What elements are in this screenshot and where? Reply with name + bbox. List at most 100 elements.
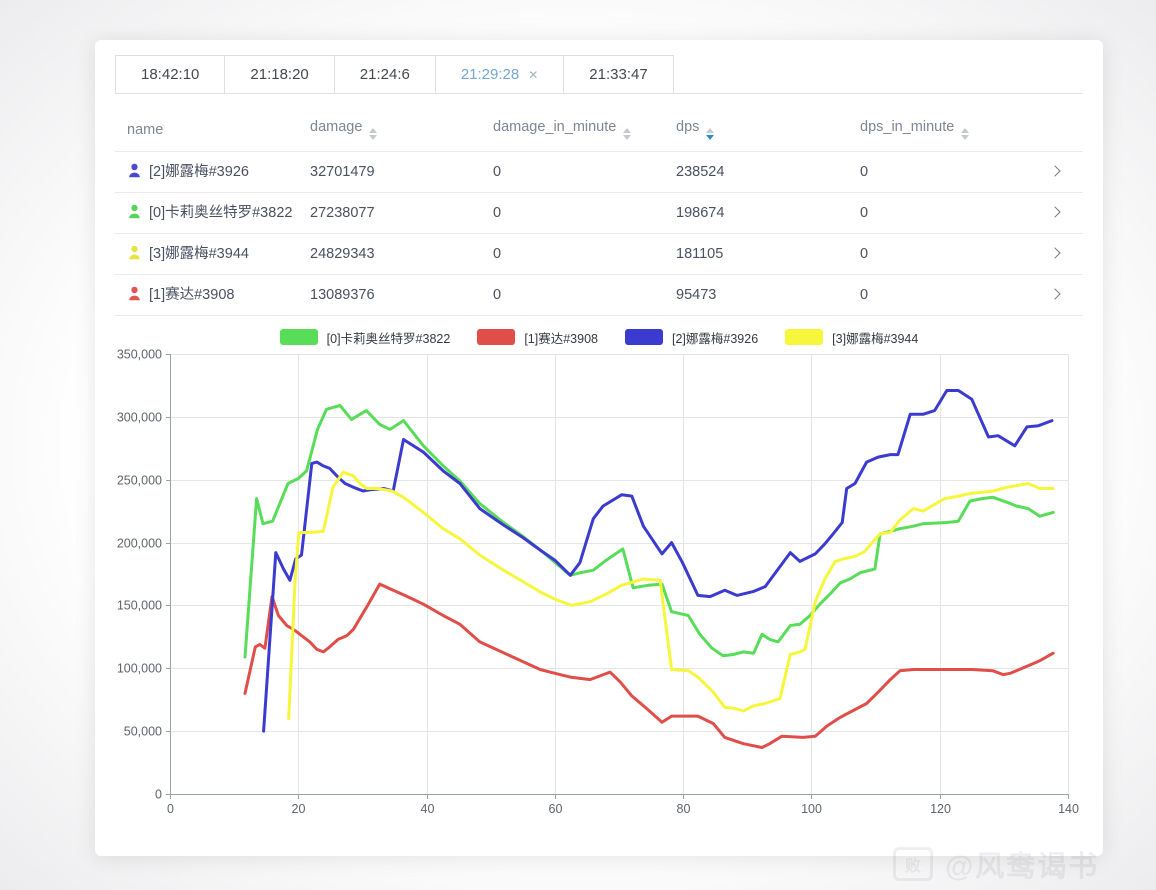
- damage-value: 24829343: [298, 233, 481, 275]
- table-row[interactable]: [3]娜露梅#3944 24829343 0 181105 0: [115, 233, 1083, 275]
- tab-label: 18:42:10: [141, 66, 200, 83]
- player-name-cell: [0]卡莉奥丝特罗#3822: [115, 192, 298, 234]
- tab-18-42-10[interactable]: 18:42:10: [115, 55, 226, 93]
- x-tick-label: 0: [167, 802, 174, 816]
- player-name-cell: [1]赛达#3908: [115, 274, 298, 316]
- x-tick-label: 40: [421, 802, 435, 816]
- legend-label: [1]赛达#3908: [524, 331, 598, 346]
- sort-asc-caret[interactable]: [623, 128, 632, 133]
- table-header-row: name damage damage_in_minute dps dps_in_minu…: [115, 108, 1083, 152]
- legend-item[interactable]: [0]卡莉奥丝特罗#3822: [279, 328, 451, 347]
- tab-21-24-6[interactable]: 21:24:6: [333, 55, 436, 93]
- sort-asc-caret[interactable]: [961, 128, 970, 133]
- legend-label: [2]娜露梅#3926: [672, 331, 759, 346]
- sort-icon[interactable]: [369, 128, 378, 140]
- sort-desc-caret[interactable]: [706, 135, 715, 140]
- series-line-1: [243, 582, 1055, 749]
- sort-icon[interactable]: [961, 128, 970, 140]
- tab-21-29-28[interactable]: 21:29:28 ✕: [434, 55, 565, 93]
- player-icon: [127, 204, 142, 219]
- legend-item[interactable]: [2]娜露梅#3926: [625, 328, 758, 347]
- column-header-dps[interactable]: dps: [664, 108, 848, 152]
- damage-value: 13089376: [298, 274, 481, 316]
- tab-21-33-47[interactable]: 21:33:47: [563, 55, 674, 93]
- sort-icon[interactable]: [623, 128, 632, 140]
- dps_in_minute-value: 0: [848, 233, 1028, 275]
- series-line-0: [243, 404, 1055, 659]
- series-line-3: [287, 470, 1055, 721]
- player-name: [0]卡莉奥丝特罗#3822: [149, 205, 293, 221]
- tab-label: 21:24:6: [359, 66, 410, 83]
- damage_in_minute-value: 0: [481, 233, 664, 275]
- legend-item[interactable]: [1]赛达#3908: [477, 328, 598, 347]
- legend-item[interactable]: [3]娜露梅#3944: [785, 328, 918, 347]
- sort-desc-caret[interactable]: [623, 135, 632, 140]
- y-tick-label: 250,000: [117, 474, 162, 488]
- tab-label: 21:33:47: [589, 66, 648, 83]
- x-tick-label: 120: [930, 802, 951, 816]
- dps_in_minute-value: 0: [848, 274, 1028, 316]
- damage_in_minute-value: 0: [481, 151, 664, 193]
- player-icon: [127, 163, 142, 178]
- column-header-damage[interactable]: damage: [298, 108, 481, 152]
- sort-desc-caret[interactable]: [961, 135, 970, 140]
- damage_in_minute-value: 0: [481, 192, 664, 234]
- legend-swatch: [785, 329, 824, 345]
- stats-panel: 18:42:10 21:18:20 21:24:6 21:29:28 ✕ 21:33:47…: [95, 40, 1103, 856]
- row-expand-cell: [1028, 274, 1083, 316]
- table-body: [2]娜露梅#3926 32701479 0 238524 0 [0]卡莉奥丝特罗#382…: [115, 151, 1083, 316]
- chart-legend: [0]卡莉奥丝特罗#3822 [1]赛达#3908 [2]娜露梅#3926 [3]娜露…: [115, 327, 1083, 347]
- x-tick-label: 140: [1058, 802, 1079, 816]
- column-header-label: dps_in_minute: [860, 119, 955, 135]
- player-name: [3]娜露梅#3944: [149, 246, 249, 262]
- column-header-damage_in_minute[interactable]: damage_in_minute: [481, 108, 664, 152]
- dps-table: name damage damage_in_minute dps dps_in_minu…: [115, 108, 1083, 316]
- y-tick-label: 100,000: [117, 662, 162, 676]
- column-header-label: dps: [676, 119, 700, 135]
- dps_in_minute-value: 0: [848, 151, 1028, 193]
- player-name-cell: [3]娜露梅#3944: [115, 233, 298, 275]
- column-header-expand: [1028, 108, 1083, 152]
- row-expand-cell: [1028, 192, 1083, 234]
- row-expand-cell: [1028, 233, 1083, 275]
- legend-label: [0]卡莉奥丝特罗#3822: [326, 331, 451, 346]
- damage-value: 32701479: [298, 151, 481, 193]
- dps-value: 181105: [664, 233, 848, 275]
- sort-desc-caret[interactable]: [369, 135, 378, 140]
- damage_in_minute-value: 0: [481, 274, 664, 316]
- dps_in_minute-value: 0: [848, 192, 1028, 234]
- tab-21-18-20[interactable]: 21:18:20: [224, 55, 335, 93]
- y-tick-label: 150,000: [117, 599, 162, 613]
- legend-swatch: [279, 329, 318, 345]
- row-expand-chevron-icon[interactable]: [1048, 247, 1061, 259]
- sort-icon[interactable]: [706, 128, 715, 140]
- legend-label: [3]娜露梅#3944: [832, 331, 919, 346]
- column-header-label: damage: [310, 119, 363, 135]
- table-row[interactable]: [1]赛达#3908 13089376 0 95473 0: [115, 274, 1083, 316]
- x-tick-label: 60: [549, 802, 563, 816]
- y-tick-label: 350,000: [117, 349, 162, 362]
- x-tick-label: 80: [677, 802, 691, 816]
- dps-value: 198674: [664, 192, 848, 234]
- x-tick-label: 100: [801, 802, 822, 816]
- dps-value: 95473: [664, 274, 848, 316]
- sort-asc-caret[interactable]: [369, 128, 378, 133]
- table-row[interactable]: [2]娜露梅#3926 32701479 0 238524 0: [115, 151, 1083, 193]
- row-expand-chevron-icon[interactable]: [1048, 165, 1061, 177]
- table-row[interactable]: [0]卡莉奥丝特罗#3822 27238077 0 198674 0: [115, 192, 1083, 234]
- y-tick-label: 50,000: [124, 725, 162, 739]
- damage-value: 27238077: [298, 192, 481, 234]
- y-tick-label: 300,000: [117, 411, 162, 425]
- chart-container: 0 50,000 100,000 150,000 200,000 250,000 300,0…: [115, 348, 1083, 826]
- tab-label: 21:29:28: [460, 66, 520, 83]
- tab-bar: 18:42:10 21:18:20 21:24:6 21:29:28 ✕ 21:33:47: [115, 55, 1083, 94]
- legend-swatch: [625, 329, 663, 345]
- row-expand-chevron-icon[interactable]: [1048, 206, 1061, 218]
- column-header-name: name: [115, 108, 298, 152]
- column-header-dps_in_minute[interactable]: dps_in_minute: [848, 108, 1028, 152]
- row-expand-chevron-icon[interactable]: [1048, 288, 1061, 300]
- tab-close-icon[interactable]: ✕: [528, 67, 539, 82]
- legend-swatch: [477, 329, 516, 345]
- row-expand-cell: [1028, 151, 1083, 193]
- sort-asc-caret[interactable]: [706, 128, 715, 133]
